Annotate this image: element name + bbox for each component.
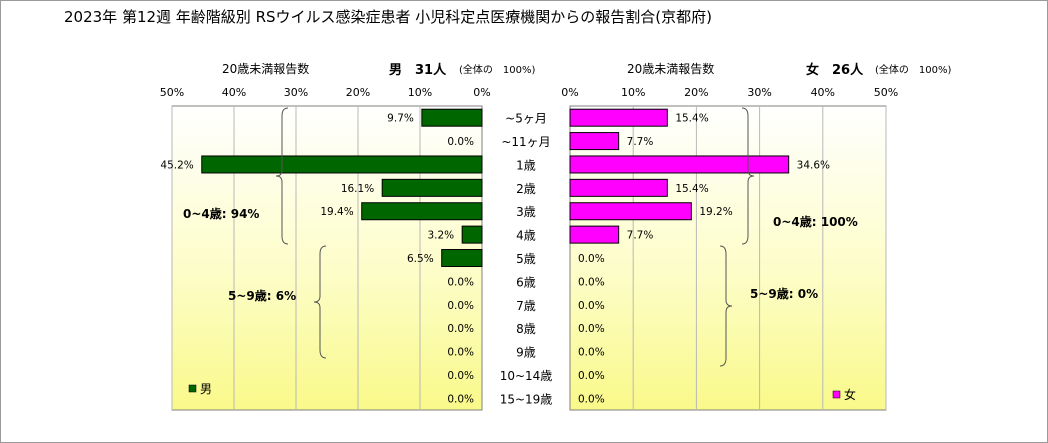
female-tick-label: 40% — [811, 86, 835, 99]
male-data-label: 0.0% — [447, 347, 474, 359]
female-data-label: 0.0% — [578, 276, 605, 288]
female-data-label: 7.7% — [627, 230, 654, 242]
male-plot-area — [171, 105, 483, 411]
female-tick-label: 30% — [747, 86, 771, 99]
female-bracket-0-4 — [741, 107, 755, 245]
female-header-note: (全体の 100%) — [875, 65, 952, 76]
male-data-label: 19.4% — [320, 206, 353, 218]
male-header-label: 20歳未満報告数 — [222, 62, 310, 76]
male-data-label: 0.0% — [447, 276, 474, 288]
female-tick-label: 20% — [684, 86, 708, 99]
male-data-label: 0.0% — [447, 323, 474, 335]
male-data-label: 0.0% — [447, 370, 474, 382]
category-label: ~11ヶ月 — [501, 135, 550, 149]
category-label: 7歳 — [516, 299, 536, 313]
male-data-label: 0.0% — [447, 136, 474, 148]
male-tick-label: 40% — [222, 86, 246, 99]
category-label: 6歳 — [516, 275, 536, 289]
male-data-label: 45.2% — [160, 159, 193, 171]
male-bar — [361, 202, 483, 221]
male-tick-label: 0% — [473, 86, 490, 99]
female-data-label: 15.4% — [675, 113, 708, 125]
category-label: 4歳 — [516, 229, 536, 243]
female-annotation-0-4: 0~4歳: 100% — [773, 214, 858, 229]
male-bar — [421, 108, 483, 127]
female-data-label: 0.0% — [578, 300, 605, 312]
male-data-label: 9.7% — [387, 113, 414, 125]
male-bar — [441, 249, 483, 267]
chart-title: 2023年 第12週 年齢階級別 RSウイルス感染症患者 小児科定点医療機関から… — [64, 8, 712, 26]
male-data-label: 16.1% — [341, 183, 374, 195]
category-label: 1歳 — [516, 158, 536, 172]
male-legend-swatch — [188, 384, 197, 393]
female-legend-label: 女 — [844, 387, 856, 402]
female-data-label: 0.0% — [578, 347, 605, 359]
female-data-label: 15.4% — [675, 183, 708, 195]
category-label: 8歳 — [516, 322, 536, 336]
female-tick-label: 10% — [621, 86, 645, 99]
female-data-label: 0.0% — [578, 370, 605, 382]
male-bar — [381, 178, 483, 197]
male-data-label: 0.0% — [447, 393, 474, 405]
female-data-label: 34.6% — [797, 159, 830, 171]
female-bar — [569, 178, 668, 197]
female-bar — [569, 225, 620, 244]
female-annotation-5-9: 5~9歳: 0% — [750, 286, 818, 301]
male-data-label: 3.2% — [427, 230, 454, 242]
male-data-label: 6.5% — [407, 253, 434, 265]
female-bar — [569, 155, 790, 174]
male-bar — [461, 225, 483, 244]
female-data-label: 7.7% — [627, 136, 654, 148]
female-header-label: 20歳未満報告数 — [627, 62, 715, 76]
male-tick-label: 20% — [346, 86, 370, 99]
category-label: 10~14歳 — [500, 369, 553, 383]
category-label: 15~19歳 — [500, 392, 553, 406]
male-tick-label: 10% — [408, 86, 432, 99]
category-label: 3歳 — [516, 205, 536, 219]
male-bracket-0-4 — [275, 107, 289, 245]
male-tick-label: 50% — [160, 86, 184, 99]
female-legend-swatch — [832, 390, 841, 399]
male-bracket-5-9 — [313, 245, 327, 359]
female-bracket-5-9 — [719, 245, 733, 367]
category-label: 5歳 — [516, 252, 536, 266]
female-plot-area — [569, 105, 887, 411]
male-annotation-5-9: 5~9歳: 6% — [228, 288, 296, 303]
female-header-count: 女 26人 — [806, 63, 864, 78]
male-legend-label: 男 — [200, 382, 212, 396]
female-data-label: 0.0% — [578, 253, 605, 265]
male-header-count: 男 31人 — [389, 63, 447, 78]
category-label: 2歳 — [516, 182, 536, 196]
female-data-label: 0.0% — [578, 323, 605, 335]
female-data-label: 0.0% — [578, 393, 605, 405]
female-bar — [569, 108, 668, 127]
male-bar — [201, 155, 483, 174]
male-annotation-0-4: 0~4歳: 94% — [183, 206, 259, 221]
female-bar — [569, 202, 692, 221]
female-bar — [569, 132, 620, 151]
category-label: 9歳 — [516, 346, 536, 360]
male-tick-label: 30% — [284, 86, 308, 99]
male-header-note: (全体の 100%) — [459, 65, 536, 76]
category-label: ~5ヶ月 — [505, 112, 547, 126]
female-tick-label: 50% — [874, 86, 898, 99]
male-data-label: 0.0% — [447, 300, 474, 312]
female-data-label: 19.2% — [699, 206, 732, 218]
female-tick-label: 0% — [561, 86, 578, 99]
